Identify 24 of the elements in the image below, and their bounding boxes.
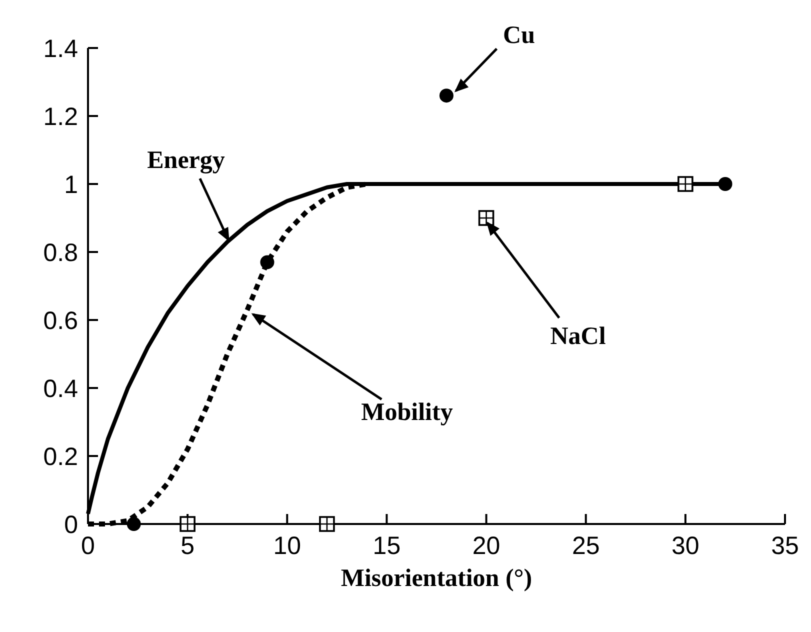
annotation: Cu: [503, 22, 536, 49]
y-tick-label: 0.4: [43, 374, 78, 403]
x-tick-label: 20: [472, 532, 500, 560]
y-tick-label: 1: [64, 170, 78, 199]
annotation: Energy: [147, 146, 226, 174]
y-tick-label: 0.2: [43, 442, 78, 471]
y-tick-label: 0: [64, 510, 78, 539]
x-tick-label: 5: [180, 532, 195, 560]
y-tick-label: 1.2: [43, 102, 78, 131]
y-tick-label: 1.4: [43, 34, 78, 63]
annotation: NaCl: [550, 322, 606, 350]
point: [126, 517, 141, 531]
y-tick-label: 0.6: [43, 306, 78, 335]
x-axis-title: Misorientation (°): [340, 565, 532, 592]
y-tick-label: 0.8: [43, 238, 78, 267]
annotation: Mobility: [361, 398, 454, 426]
x-tick-label: 15: [372, 532, 401, 560]
x-tick-label: 10: [273, 532, 302, 560]
point: [260, 255, 274, 270]
point: [718, 177, 732, 191]
x-tick-label: 30: [672, 532, 700, 560]
point: [439, 88, 454, 103]
x-tick-label: 25: [572, 532, 600, 560]
x-tick-label: 35: [771, 532, 799, 560]
